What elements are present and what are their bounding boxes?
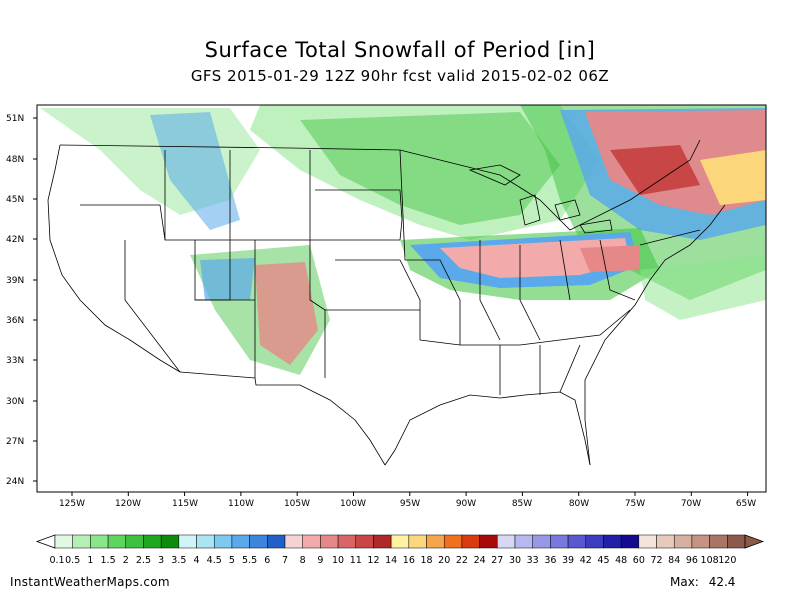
lat-label: 27N [6, 437, 25, 447]
colorbar-label: 9 [317, 555, 324, 566]
colorbar-label: 33 [526, 555, 539, 566]
lon-label: 100W [339, 499, 367, 509]
colorbar-label: 42 [579, 555, 592, 566]
lat-label: 36N [6, 316, 25, 326]
lon-label: 70W [680, 499, 702, 509]
lon-label: 125W [58, 499, 86, 509]
colorbar-label: 0.1 [49, 555, 65, 566]
lon-label: 110W [227, 499, 255, 509]
lat-label: 33N [6, 356, 25, 366]
lon-label: 95W [399, 499, 421, 509]
colorbar-label: 39 [562, 555, 575, 566]
colorbar-label: 30 [508, 555, 522, 566]
colorbar-label: 22 [455, 555, 468, 566]
lat-label: 45N [6, 195, 25, 205]
lon-label: 65W [735, 499, 757, 509]
max-readout: Max: 42.4 [670, 575, 735, 589]
colorbar-label: 14 [385, 555, 398, 566]
colorbar-label: 3.5 [171, 555, 187, 566]
colorbar-label: 72 [650, 555, 663, 566]
colorbar-label: 96 [685, 555, 698, 566]
colorbar-label: 7 [281, 555, 289, 566]
colorbar-label: 12 [367, 555, 380, 566]
colorbar-label: 45 [597, 555, 610, 566]
colorbar-label: 2.5 [135, 555, 152, 566]
colorbar-label: 5.5 [242, 555, 258, 566]
colorbar-label: 10 [332, 555, 345, 566]
colorbar-label: 4 [193, 555, 200, 566]
lat-label: 30N [6, 397, 25, 407]
colorbar-label: 1 [87, 555, 94, 566]
colorbar-label: 8 [299, 555, 306, 566]
lat-label: 24N [6, 477, 25, 487]
colorbar-label: 24 [473, 555, 486, 566]
lat-label: 39N [6, 276, 25, 286]
colorbar-label: 3 [158, 555, 165, 566]
site-credit: InstantWeatherMaps.com [10, 575, 170, 589]
colorbar-label: 60 [632, 555, 645, 566]
colorbar-label: 0.5 [65, 555, 81, 566]
lat-label: 48N [6, 155, 25, 165]
colorbar-label: 84 [668, 555, 681, 566]
map-frame [36, 104, 767, 493]
lon-label: 80W [568, 499, 590, 509]
map-title: Surface Total Snowfall of Period [in] [204, 38, 596, 62]
lon-label: 90W [455, 499, 477, 509]
colorbar-label: 6 [264, 555, 271, 566]
colorbar-label: 16 [402, 555, 415, 566]
lon-label: 105W [283, 499, 311, 509]
lat-label: 42N [6, 235, 25, 245]
lon-label: 120W [114, 499, 142, 509]
lat-label: 51N [6, 114, 25, 124]
colorbar-label: 27 [491, 555, 504, 566]
max-value: 42.4 [708, 575, 736, 589]
lon-label: 85W [511, 499, 533, 509]
colorbar-label: 108 [700, 555, 719, 566]
colorbar-label: 5 [228, 555, 235, 566]
colorbar-label: 18 [420, 555, 433, 566]
lon-label: 115W [171, 499, 199, 509]
colorbar-label: 1.5 [100, 555, 116, 566]
colorbar-label: 120 [718, 555, 737, 566]
colorbar-label: 4.5 [206, 555, 222, 566]
colorbar-label: 48 [615, 555, 628, 566]
lon-label: 75W [624, 499, 646, 509]
colorbar-label: 36 [544, 555, 557, 566]
max-label: Max: [670, 575, 699, 589]
colorbar-label: 20 [438, 555, 451, 566]
map-subtitle: GFS 2015-01-29 12Z 90hr fcst valid 2015-… [190, 67, 610, 85]
colorbar-label: 11 [349, 555, 362, 566]
colorbar-label: 2 [122, 555, 129, 566]
